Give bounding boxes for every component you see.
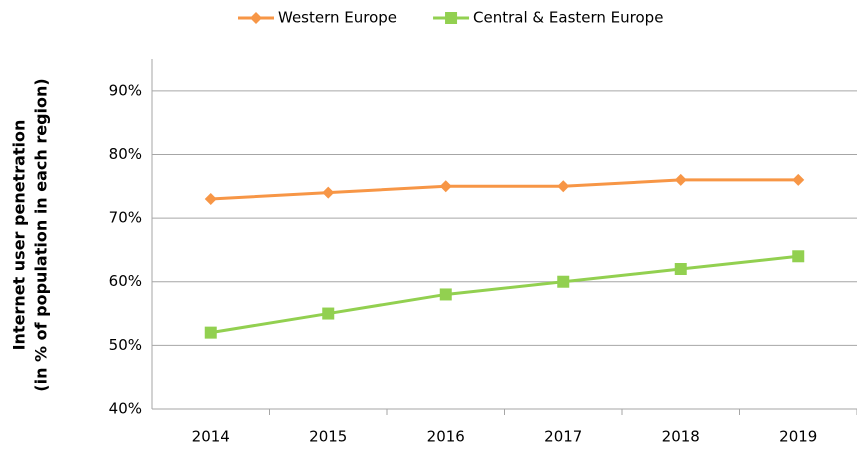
point bbox=[322, 186, 335, 199]
point bbox=[439, 288, 452, 301]
y-tick-label: 90% bbox=[109, 81, 142, 99]
legend-marker bbox=[445, 12, 458, 24]
x-tick-label: 2014 bbox=[192, 428, 230, 446]
y-tick-label: 40% bbox=[109, 400, 142, 418]
y-tick-label: 50% bbox=[109, 336, 142, 354]
point bbox=[204, 326, 217, 339]
legend-marker bbox=[250, 12, 262, 24]
y-tick-label: 80% bbox=[109, 145, 142, 163]
point bbox=[557, 275, 570, 288]
y-axis-label: (in % of population in each region) bbox=[32, 78, 51, 391]
point bbox=[674, 173, 687, 186]
x-tick-label: 2015 bbox=[309, 428, 347, 446]
point bbox=[204, 193, 217, 205]
point bbox=[674, 263, 687, 275]
point bbox=[557, 180, 570, 193]
point bbox=[322, 307, 335, 320]
legend-label: Central & Eastern Europe bbox=[473, 9, 663, 27]
point bbox=[439, 180, 452, 193]
y-axis-label: Internet user penetration bbox=[10, 120, 29, 351]
x-tick-label: 2016 bbox=[427, 428, 465, 446]
x-tick-label: 2017 bbox=[544, 428, 582, 446]
point bbox=[792, 173, 805, 186]
y-tick-label: 60% bbox=[109, 272, 142, 290]
y-tick-label: 70% bbox=[109, 209, 142, 227]
legend-label: Western Europe bbox=[278, 9, 397, 27]
point bbox=[792, 250, 805, 263]
series-line bbox=[210, 178, 799, 201]
x-tick-label: 2018 bbox=[662, 428, 700, 446]
series-line bbox=[210, 254, 799, 335]
x-tick-label: 2019 bbox=[779, 428, 817, 446]
